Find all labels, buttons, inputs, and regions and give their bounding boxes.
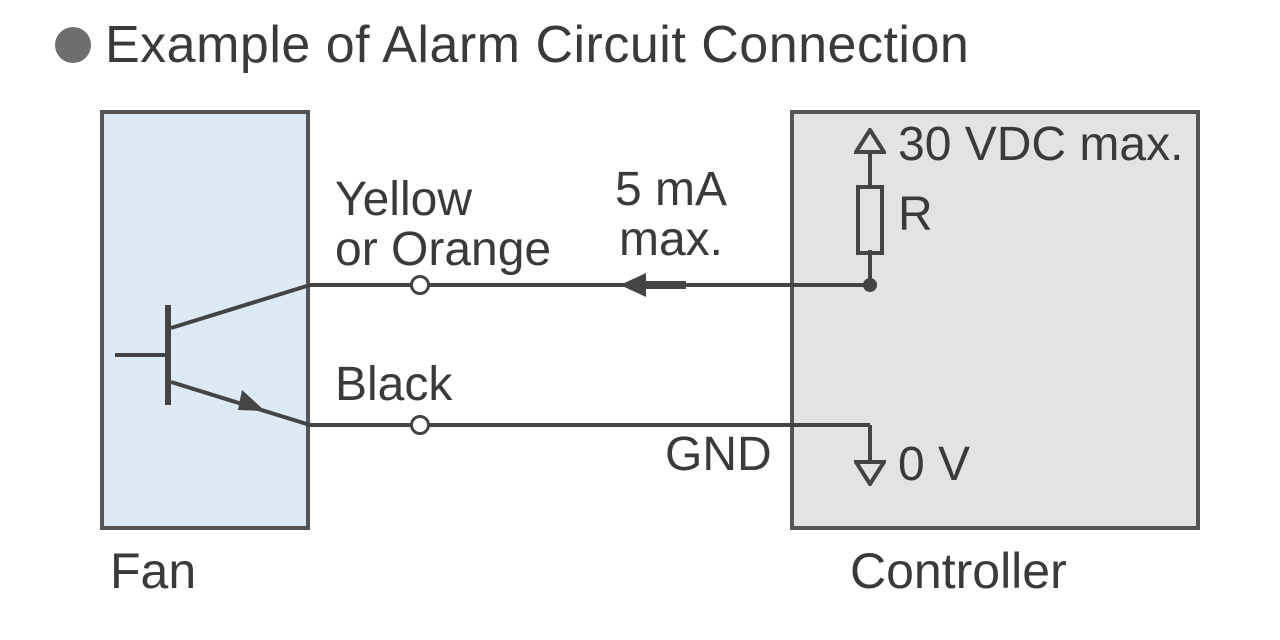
controller-block [790, 110, 1200, 530]
pullup-wire-lower [868, 250, 872, 285]
vcc-label: 30 VDC max. [898, 120, 1183, 170]
current-arrow-icon [620, 273, 646, 297]
signal-color-label: Yellow or Orange [335, 175, 551, 276]
zero-volt-label: 0 V [898, 440, 970, 490]
vcc-arrow-icon [854, 128, 886, 156]
gnd-arrow-icon [854, 458, 886, 486]
bullet-icon [55, 27, 91, 63]
page-title: Example of Alarm Circuit Connection [105, 15, 969, 75]
signal-wire-fan-node [410, 275, 430, 295]
ground-wire-fan-node [410, 415, 430, 435]
signal-current-label: 5 mA max. [615, 165, 727, 266]
pullup-wire-upper [868, 152, 872, 185]
resistor-label: R [898, 190, 933, 240]
resistor-symbol [856, 185, 884, 255]
fan-label: Fan [110, 545, 196, 598]
ground-color-label: Black [335, 360, 452, 410]
transistor-lines [60, 90, 360, 540]
gnd-drop-wire [868, 425, 872, 460]
ground-wire [310, 423, 870, 427]
gnd-label: GND [665, 430, 772, 480]
title-row: Example of Alarm Circuit Connection [55, 15, 969, 75]
current-arrow-tail [646, 281, 686, 289]
signal-wire [310, 283, 870, 287]
controller-label: Controller [850, 545, 1067, 598]
circuit-diagram: Fan Controller Yellow or Orange 5 mA max… [60, 90, 1220, 620]
